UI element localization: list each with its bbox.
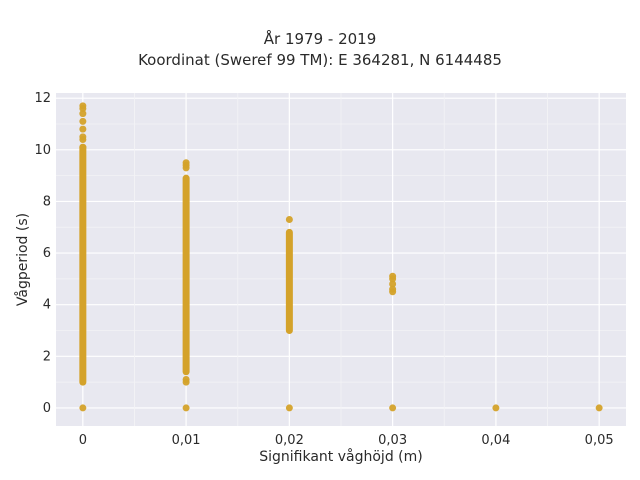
x-tick-label: 0,03 — [378, 433, 407, 448]
data-point — [79, 104, 87, 112]
y-tick-label: 2 — [43, 349, 51, 364]
data-point — [285, 404, 293, 412]
data-point — [285, 215, 293, 223]
y-tick-label: 10 — [34, 143, 51, 158]
data-point-range — [182, 174, 190, 376]
data-point — [79, 125, 87, 133]
x-tick-label: 0,04 — [481, 433, 510, 448]
y-tick-label: 4 — [43, 298, 51, 313]
data-point — [79, 404, 87, 412]
x-tick-label: 0,01 — [172, 433, 201, 448]
data-point — [79, 135, 87, 143]
x-tick-label: 0,05 — [585, 433, 614, 448]
x-tick-label: 0 — [79, 433, 87, 448]
y-tick-label: 12 — [34, 91, 51, 106]
x-tick-label: 0,02 — [275, 433, 304, 448]
data-point — [182, 404, 190, 412]
chart-title: År 1979 - 2019 — [263, 30, 377, 48]
data-point — [79, 110, 87, 118]
x-axis-label: Signifikant våghöjd (m) — [259, 448, 422, 465]
data-point — [492, 404, 500, 412]
data-point — [79, 117, 87, 125]
data-points — [79, 102, 603, 412]
data-point — [182, 378, 190, 386]
data-point — [389, 275, 397, 283]
y-axis-label: Vågperiod (s) — [14, 213, 31, 306]
data-point — [595, 404, 603, 412]
data-point-range — [79, 143, 87, 386]
data-point — [182, 164, 190, 172]
chart-subtitle: Koordinat (Sweref 99 TM): E 364281, N 61… — [138, 51, 502, 69]
data-point — [79, 143, 87, 151]
data-point — [389, 280, 397, 288]
y-tick-label: 0 — [43, 401, 51, 416]
tick-labels: 0 2 4 6 8 10 12 0 0,01 0,02 0,03 0,04 0,05 — [34, 91, 613, 448]
y-tick-label: 8 — [43, 194, 51, 209]
data-point — [389, 404, 397, 412]
y-tick-label: 6 — [43, 246, 51, 261]
data-point-range — [285, 228, 293, 334]
data-point — [389, 288, 397, 296]
